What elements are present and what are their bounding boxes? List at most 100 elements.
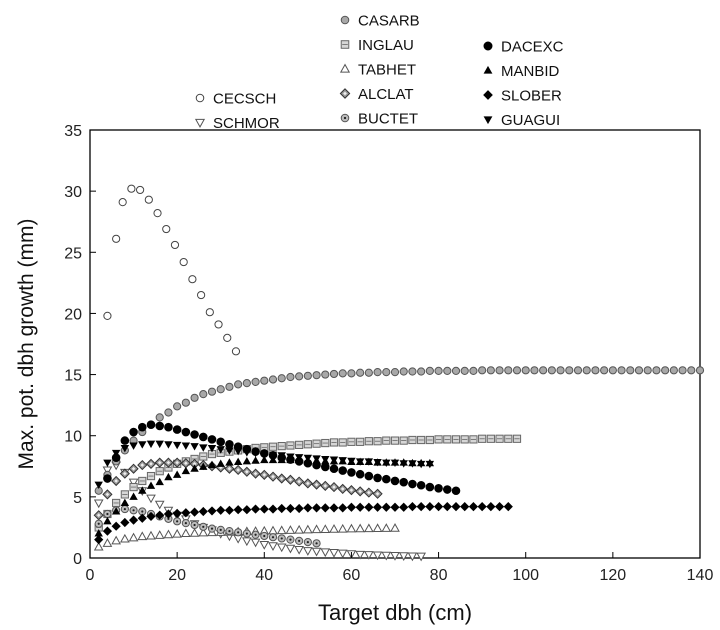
legend-label-schmor: SCHMOR	[213, 115, 280, 132]
x-axis-label: Target dbh (cm)	[318, 600, 472, 625]
data-point-slober	[399, 502, 409, 512]
legend-label-cecsch: CECSCH	[213, 91, 276, 108]
y-tick-label: 25	[64, 245, 82, 262]
data-point-slober	[259, 504, 269, 514]
data-point-tabhet	[137, 531, 148, 541]
data-point-casarb	[242, 379, 251, 388]
legend-label-alclat: ALCLAT	[358, 86, 414, 103]
data-point-alclat	[145, 458, 157, 469]
legend-item-alclat: ALCLAT	[339, 86, 414, 103]
data-point-slober	[189, 507, 200, 517]
data-point-casarb	[356, 368, 365, 377]
data-point-dacexc	[442, 485, 452, 494]
data-point-manbid	[233, 457, 243, 466]
y-tick-label: 30	[64, 184, 82, 201]
data-point-casarb	[164, 408, 173, 417]
data-point-schmor	[276, 543, 287, 553]
data-point-inglau	[364, 437, 373, 446]
data-point-tabhet	[146, 530, 156, 540]
data-point-schmor	[154, 500, 165, 510]
data-point-casarb	[373, 368, 382, 377]
series-slober	[94, 502, 513, 545]
data-point-casarb	[286, 372, 295, 382]
data-point-slober	[128, 515, 139, 525]
data-point-inglau	[347, 437, 356, 446]
data-point-inglau	[338, 438, 347, 447]
data-point-slober	[155, 510, 165, 520]
data-point-slober	[311, 503, 322, 513]
data-point-tabhet	[93, 541, 104, 551]
data-point-dacexc	[181, 427, 191, 437]
data-point-slober	[460, 502, 470, 512]
series-tabhet	[93, 523, 400, 551]
data-point-manbid	[172, 470, 182, 478]
data-point-alclat	[328, 481, 340, 493]
data-point-cecsch	[179, 257, 188, 267]
data-point-guagui	[373, 459, 382, 467]
data-point-tabhet	[181, 528, 191, 538]
y-tick-label: 20	[64, 306, 82, 323]
data-point-alclat	[276, 473, 287, 484]
data-point-guagui	[260, 451, 269, 459]
series-casarb	[94, 366, 705, 495]
data-point-tabhet	[163, 529, 174, 539]
data-point-slober	[224, 505, 235, 515]
data-point-slober	[303, 503, 313, 513]
data-point-inglau	[356, 437, 365, 446]
data-point-tabhet	[128, 532, 139, 542]
data-point-manbid	[155, 477, 164, 486]
data-point-casarb	[434, 366, 443, 376]
data-point-tabhet	[172, 528, 182, 538]
data-point-tabhet	[294, 524, 304, 534]
data-point-buctet	[129, 506, 138, 515]
data-point-guagui	[286, 453, 295, 461]
data-point-inglau	[382, 436, 391, 445]
data-point-casarb	[277, 374, 286, 383]
data-point-dacexc	[329, 464, 339, 474]
data-point-guagui	[138, 441, 147, 449]
y-axis-ticks: 0 5 10 15 20 25 30 35	[64, 123, 96, 568]
x-tick-label: 60	[343, 567, 361, 584]
data-point-buctet	[234, 528, 243, 537]
data-point-alclat	[285, 474, 296, 485]
data-point-slober	[250, 504, 261, 514]
data-point-slober	[486, 502, 496, 512]
data-point-casarb	[425, 366, 434, 376]
data-point-guagui	[338, 457, 347, 465]
legend-label-guagui: GUAGUI	[501, 112, 560, 129]
data-point-schmor	[372, 551, 383, 561]
data-point-guagui	[233, 448, 243, 456]
data-point-guagui	[155, 440, 164, 449]
data-point-schmor	[355, 550, 365, 560]
data-point-alclat	[172, 457, 183, 468]
data-point-dacexc	[364, 471, 374, 481]
data-point-cecsch	[223, 333, 232, 342]
data-point-alclat	[154, 457, 165, 468]
series-guagui	[94, 440, 435, 490]
legend-label-dacexc: DACEXC	[501, 39, 564, 56]
data-point-slober	[268, 504, 278, 514]
data-point-buctet	[260, 531, 269, 541]
data-point-casarb	[565, 366, 574, 375]
data-point-inglau	[329, 438, 339, 447]
data-point-casarb	[347, 369, 356, 378]
data-point-dacexc	[399, 477, 409, 487]
data-point-schmor	[294, 545, 304, 555]
data-point-casarb	[643, 366, 652, 375]
data-point-schmor	[381, 551, 392, 561]
data-point-manbid	[129, 492, 138, 500]
data-point-buctet	[181, 519, 190, 528]
legend-marker-buctet	[340, 113, 350, 123]
data-point-cecsch	[205, 308, 214, 317]
data-point-alclat	[119, 468, 130, 479]
data-point-alclat	[233, 464, 244, 476]
data-point-slober	[120, 517, 130, 528]
data-point-guagui	[225, 447, 234, 455]
data-point-casarb	[469, 366, 478, 376]
data-point-casarb	[678, 366, 687, 375]
data-point-slober	[233, 505, 243, 515]
data-point-cecsch	[214, 320, 223, 329]
data-point-manbid	[225, 458, 234, 466]
data-point-casarb	[617, 366, 626, 375]
data-point-buctet	[103, 509, 112, 519]
